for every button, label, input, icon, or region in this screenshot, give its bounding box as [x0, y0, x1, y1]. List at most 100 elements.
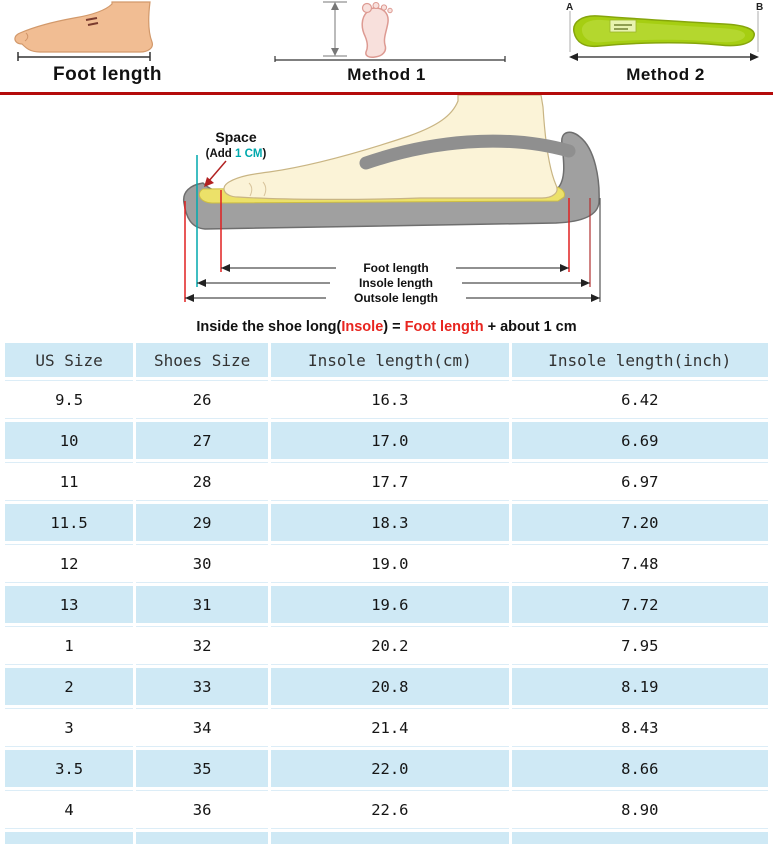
- table-cell: 19.0: [271, 544, 509, 583]
- toe-shape: [387, 7, 393, 14]
- insole-sticker: [609, 19, 637, 33]
- table-cell: 34: [136, 708, 269, 747]
- table-cell: 7.20: [511, 504, 768, 541]
- toe-shape: [372, 2, 380, 9]
- insole-illustration: A B: [566, 2, 763, 61]
- table-cell: 22.0: [271, 750, 509, 787]
- table-cell: 13: [5, 586, 134, 623]
- dim-arrowhead: [197, 279, 206, 287]
- method2-label: Method 2: [626, 65, 705, 84]
- table-row: 9.5 26 16.3 6.42: [5, 380, 768, 419]
- space-note-suffix: ): [263, 148, 267, 160]
- table-cell: [511, 832, 768, 844]
- table-cell: 7.95: [511, 626, 768, 665]
- table-header-row: US Size Shoes Size Insole length(cm) Ins…: [5, 343, 768, 377]
- toenail-line: [24, 32, 29, 42]
- space-arrowhead: [204, 177, 214, 187]
- dim-arrowhead: [185, 294, 194, 302]
- table-cell: 36: [136, 790, 269, 829]
- space-title: Space: [215, 129, 256, 145]
- toe-lines: [248, 181, 267, 197]
- table-row: 1 32 20.2 7.95: [5, 626, 768, 665]
- measurement-methods-band: Foot length Method 1 A B: [0, 0, 773, 92]
- table-cell: 27: [136, 422, 269, 459]
- table-cell: 35: [136, 750, 269, 787]
- foot-side-illustration: [14, 1, 153, 61]
- shoe-cross-section-diagram: Space (Add 1 CM) Foot length Insole leng…: [182, 95, 601, 305]
- formula-value: 1 cm: [543, 319, 577, 335]
- table-cell: 16.3: [271, 380, 509, 419]
- table-cell: 31: [136, 586, 269, 623]
- table-cell: 3: [5, 708, 134, 747]
- space-note-value: 1 CM: [235, 148, 262, 160]
- arrowhead-left: [569, 53, 578, 61]
- table-cell: 20.8: [271, 668, 509, 705]
- table-row: 11.5 29 18.3 7.20: [5, 504, 768, 541]
- table-cell: [5, 832, 134, 844]
- formula-part1: Inside the shoe long(: [196, 319, 342, 335]
- formula-part3: + about: [483, 319, 544, 335]
- header-shoes-size: Shoes Size: [136, 343, 269, 377]
- dim-label-bg: [336, 259, 456, 275]
- outsole-length-dim-label: Outsole length: [354, 291, 438, 305]
- space-arrow-line: [207, 160, 227, 183]
- table-cell: 11: [5, 462, 134, 501]
- table-cell: [271, 832, 509, 844]
- foot-length-illustration-block: Foot length: [0, 0, 215, 92]
- table-cell: 21.4: [271, 708, 509, 747]
- table-row: 3.5 35 22.0 8.66: [5, 750, 768, 787]
- foot-length-dim-label: Foot length: [363, 261, 428, 275]
- table-cell: 29: [136, 504, 269, 541]
- table-cell: 19.6: [271, 586, 509, 623]
- arrowhead-up: [331, 2, 339, 10]
- table-cell: 26: [136, 380, 269, 419]
- formula-part2: ) =: [383, 319, 405, 335]
- table-row: 3 34 21.4 8.43: [5, 708, 768, 747]
- table-cell: 8.19: [511, 668, 768, 705]
- method1-label: Method 1: [347, 65, 426, 84]
- table-cell: 4: [5, 790, 134, 829]
- table-cell: 30: [136, 544, 269, 583]
- table-row: 12 30 19.0 7.48: [5, 544, 768, 583]
- size-table-section: US Size Shoes Size Insole length(cm) Ins…: [0, 340, 773, 847]
- table-row: 4 36 22.6 8.90: [5, 790, 768, 829]
- method1-illustration-block: Method 1: [215, 0, 558, 92]
- table-row: 13 31 19.6 7.72: [5, 586, 768, 623]
- foot-shape: [14, 1, 153, 53]
- table-cell: 12: [5, 544, 134, 583]
- size-table: US Size Shoes Size Insole length(cm) Ins…: [2, 340, 771, 847]
- table-cell: 33: [136, 668, 269, 705]
- toe-shape: [380, 4, 388, 11]
- table-cell: 7.48: [511, 544, 768, 583]
- method2-illustration-block: A B Method 2: [558, 0, 773, 92]
- dim-arrowhead: [560, 264, 569, 272]
- dim-label-bg: [326, 289, 466, 305]
- table-cell: 1: [5, 626, 134, 665]
- insole-length-dim-label: Insole length: [359, 276, 433, 290]
- table-cell: 10: [5, 422, 134, 459]
- arrowhead-down: [331, 48, 339, 56]
- table-cell: 9.5: [5, 380, 134, 419]
- table-cell: 11.5: [5, 504, 134, 541]
- foot-length-label: Foot length: [53, 64, 162, 85]
- table-cell: 17.7: [271, 462, 509, 501]
- dim-label-bg: [330, 274, 462, 290]
- table-spacer-row: [5, 832, 768, 844]
- table-cell: 2: [5, 668, 134, 705]
- table-cell: 6.69: [511, 422, 768, 459]
- header-us-size: US Size: [5, 343, 134, 377]
- header-insole-cm: Insole length(cm): [271, 343, 509, 377]
- marker-b-label: B: [756, 2, 763, 13]
- space-note: (Add 1 CM): [206, 148, 267, 160]
- table-cell: 28: [136, 462, 269, 501]
- table-cell: 6.42: [511, 380, 768, 419]
- table-cell: 6.97: [511, 462, 768, 501]
- tattoo-marks: [85, 17, 99, 26]
- table-cell: 8.43: [511, 708, 768, 747]
- header-insole-inch: Insole length(inch): [511, 343, 768, 377]
- shoe-diagram-section: Space (Add 1 CM) Foot length Insole leng…: [0, 95, 773, 340]
- table-cell: 22.6: [271, 790, 509, 829]
- table-cell: 18.3: [271, 504, 509, 541]
- sticker-marks: [614, 24, 632, 30]
- table-cell: 20.2: [271, 626, 509, 665]
